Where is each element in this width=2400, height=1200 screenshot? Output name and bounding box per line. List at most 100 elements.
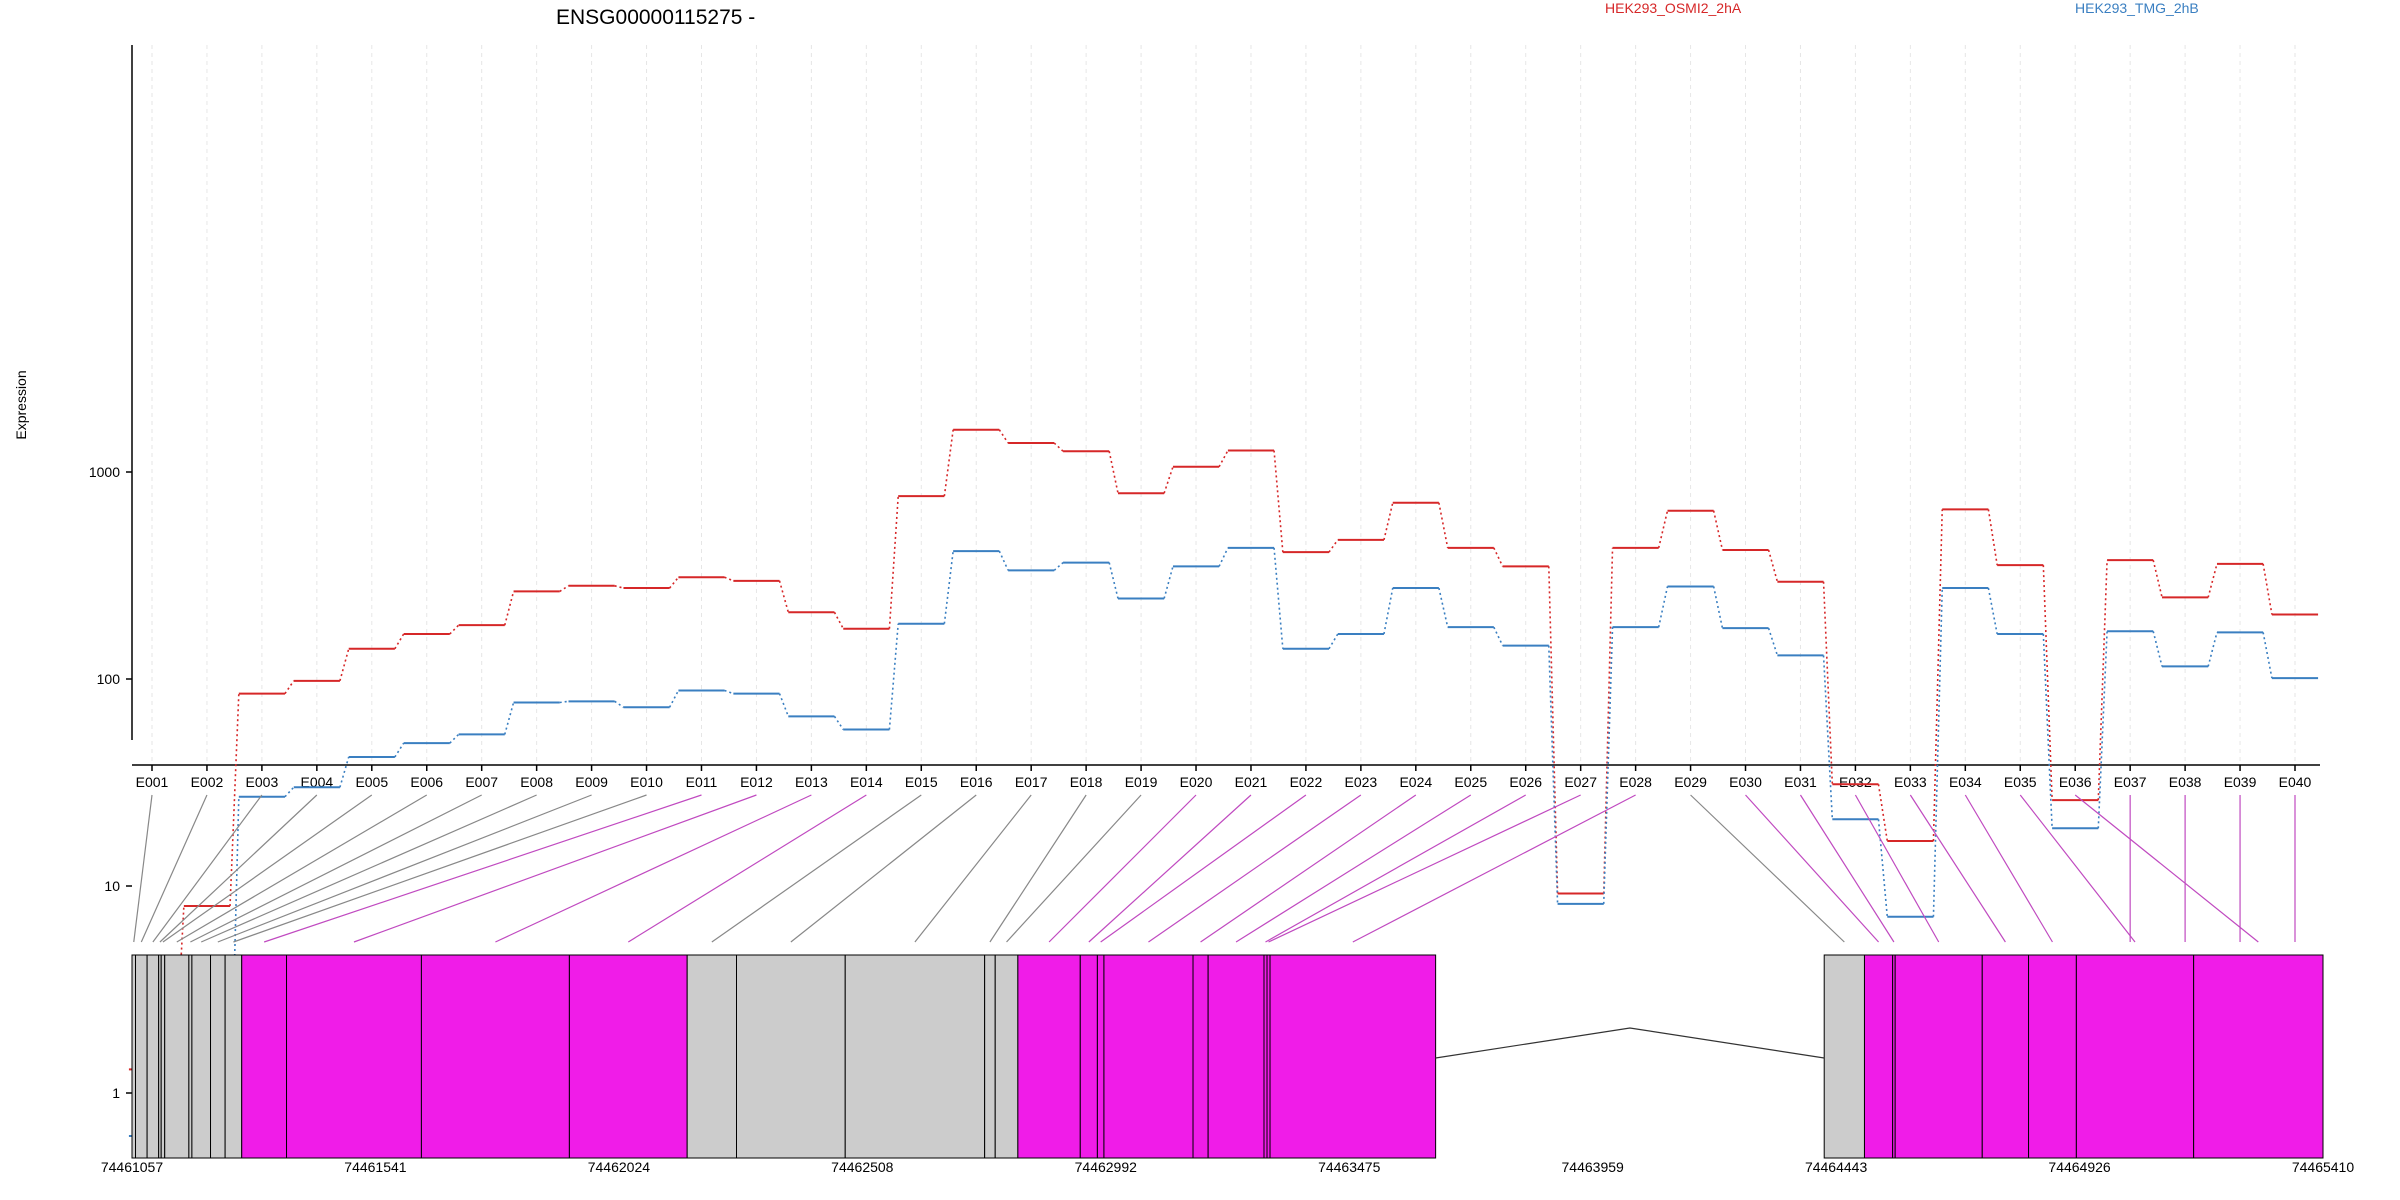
series-connector [2097,631,2108,829]
series-connector [1932,509,1944,842]
exon-link [1690,794,1845,943]
x-tick-label: E019 [1125,774,1158,790]
series-connector [1328,539,1339,553]
exon-block [146,954,160,1159]
series-connector [2207,632,2218,667]
exon-block [994,954,1019,1159]
exon-link [233,794,647,943]
series-HEK293_OSMI2_2hA [128,428,2319,1071]
series-connector [614,585,624,589]
exon-block [286,954,422,1159]
exon-link [263,794,702,943]
series-connector [284,786,295,798]
exon-block [1096,954,1105,1159]
series-connector [1493,626,1504,646]
series-connector [614,700,624,708]
series-connector [1053,562,1064,571]
exon-link [1745,794,1880,943]
series-connector [1218,450,1229,468]
series-connector [1602,627,1614,904]
series-connector [2042,633,2053,829]
genome-coordinate-label: 74463475 [1318,1159,1381,1175]
series-connector [1383,502,1394,541]
series-connector [1383,587,1394,635]
genome-coordinate-label: 74462508 [831,1159,894,1175]
exon-link [1200,794,1417,943]
series-connector [339,756,350,788]
exon-link [711,794,922,943]
genome-coordinate-label: 74462992 [1075,1159,1138,1175]
exon-link [176,794,428,943]
exon-link [790,794,977,943]
x-tick-label: E022 [1290,774,1323,790]
series-connector [888,623,900,730]
series-connector [668,690,680,708]
series-connector [1163,466,1174,494]
exon-block [420,954,570,1159]
series-connector [778,693,790,717]
exon-block [736,954,846,1159]
exon-link [159,794,318,943]
y-tick-label: 10 [104,878,120,894]
x-tick-label: E012 [740,774,773,790]
exon-block [2028,954,2077,1159]
axes: 1 10 100 1000 E001 E002 E003 E004 E005 E006 E007 E0… [89,45,2320,1101]
series-connector [1657,510,1669,549]
series-connector [449,624,460,635]
exon-block [1823,954,1865,1159]
series-connector [1438,502,1449,549]
x-tick-label: E034 [1949,774,1982,790]
series-connector [1163,566,1174,599]
exon-link [1352,794,1636,943]
x-tick-label: E007 [465,774,498,790]
exon-link [989,794,1087,943]
exon-link [1048,794,1197,943]
x-tick-label: E020 [1180,774,1213,790]
legend-entry-osmi2: HEK293_OSMI2_2hA [1605,0,1742,16]
series-connector [998,429,1009,444]
exon-link [1268,794,1581,943]
x-tick-label: E005 [355,774,388,790]
series-connector [1602,547,1614,894]
exon-block [2075,954,2195,1159]
x-tick-label: E023 [1345,774,1378,790]
x-tick-label: E026 [1509,774,1542,790]
exon-link [1909,794,2006,943]
series-connector [1438,587,1449,628]
x-tick-label: E016 [960,774,993,790]
exon-link-lines [133,794,2296,943]
series-connector [339,648,350,682]
series-connector [668,576,680,589]
exon-link [1799,794,1895,943]
exon-link [1854,794,1940,943]
x-tick-label: E033 [1894,774,1927,790]
x-tick-label: E027 [1564,774,1597,790]
x-tick-label: E024 [1399,774,1432,790]
series-lines [128,428,2319,1137]
x-tick-label: E003 [246,774,279,790]
x-tick-label: E040 [2279,774,2312,790]
exon-link [140,794,208,943]
exon-link [2019,794,2136,943]
exon-block [1981,954,2030,1159]
exon-block [1192,954,1209,1159]
y-tick-label: 100 [97,671,121,687]
series-connector [778,580,790,613]
series-connector [1108,451,1119,494]
x-tick-label: E008 [520,774,553,790]
series-connector [2042,565,2053,801]
exon-block [191,954,212,1159]
series-connector [1987,587,1998,635]
exon-link [133,794,153,943]
x-tick-label: E039 [2224,774,2257,790]
exon-block [1894,954,1983,1159]
x-tick-label: E028 [1619,774,1652,790]
exon-block [160,954,166,1159]
series-connector [1108,562,1119,599]
series-connector [503,591,515,626]
exon-block [1207,954,1265,1159]
exon-link [1088,794,1252,943]
series-connector [833,611,844,630]
series-connector [1712,510,1724,551]
x-tick-label: E035 [2004,774,2037,790]
